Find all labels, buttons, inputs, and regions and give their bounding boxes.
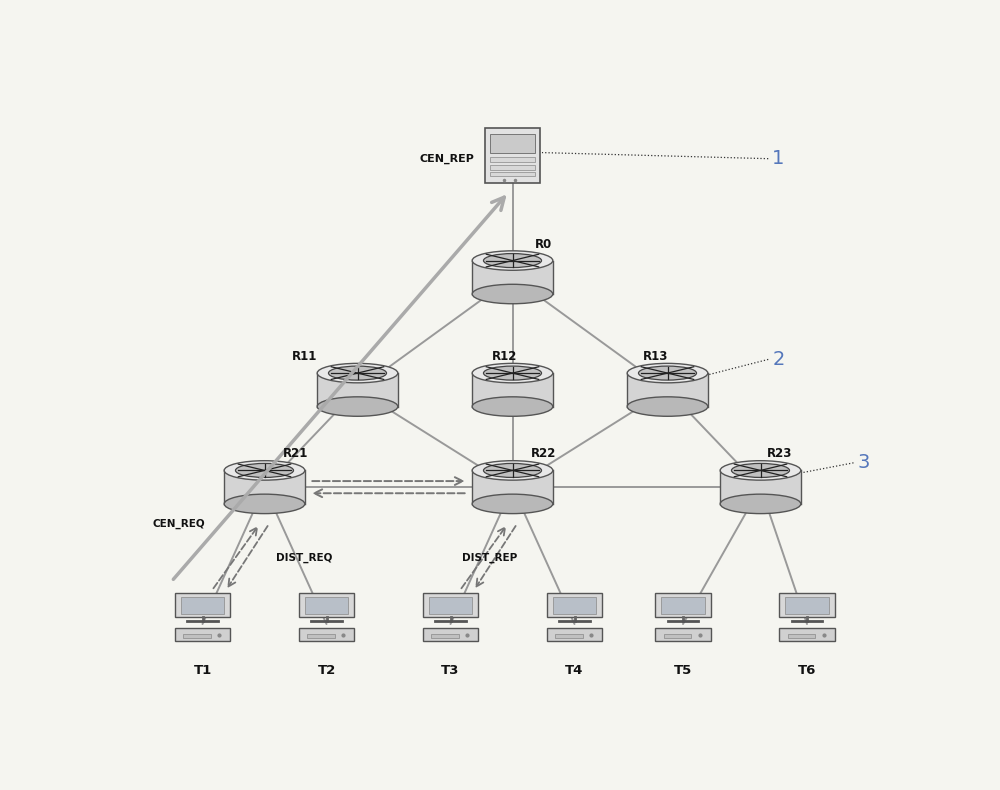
Bar bbox=[490, 157, 535, 162]
Text: DIST_REQ: DIST_REQ bbox=[276, 553, 332, 563]
Bar bbox=[307, 634, 335, 638]
Ellipse shape bbox=[224, 495, 305, 514]
Bar bbox=[485, 128, 540, 183]
Bar bbox=[779, 628, 835, 641]
Ellipse shape bbox=[483, 366, 542, 380]
Polygon shape bbox=[472, 373, 553, 407]
Bar bbox=[175, 628, 230, 641]
Bar bbox=[423, 628, 478, 641]
Bar bbox=[299, 628, 354, 641]
Text: 1: 1 bbox=[772, 149, 784, 168]
Ellipse shape bbox=[472, 251, 553, 270]
Text: T3: T3 bbox=[441, 664, 460, 676]
Text: T5: T5 bbox=[674, 664, 692, 676]
Ellipse shape bbox=[483, 464, 542, 477]
Text: T1: T1 bbox=[193, 664, 212, 676]
Text: R23: R23 bbox=[767, 447, 793, 461]
Ellipse shape bbox=[317, 397, 398, 416]
Polygon shape bbox=[627, 373, 708, 407]
Ellipse shape bbox=[720, 495, 801, 514]
Ellipse shape bbox=[638, 366, 697, 380]
Bar bbox=[779, 593, 835, 618]
Polygon shape bbox=[472, 261, 553, 294]
Polygon shape bbox=[317, 373, 398, 407]
Bar bbox=[547, 593, 602, 618]
Ellipse shape bbox=[328, 366, 387, 380]
Bar bbox=[664, 634, 691, 638]
Text: R13: R13 bbox=[643, 350, 669, 363]
Text: T2: T2 bbox=[317, 664, 336, 676]
Ellipse shape bbox=[224, 461, 305, 480]
Bar bbox=[490, 171, 535, 176]
Ellipse shape bbox=[627, 397, 708, 416]
Polygon shape bbox=[224, 470, 305, 504]
Text: R11: R11 bbox=[292, 350, 317, 363]
Text: T6: T6 bbox=[798, 664, 816, 676]
Bar bbox=[423, 593, 478, 618]
Ellipse shape bbox=[731, 464, 790, 477]
Text: R0: R0 bbox=[535, 238, 552, 250]
Ellipse shape bbox=[235, 464, 294, 477]
Text: 2: 2 bbox=[772, 350, 784, 369]
Polygon shape bbox=[720, 470, 801, 504]
Bar bbox=[661, 597, 705, 614]
Text: R22: R22 bbox=[531, 447, 556, 461]
Bar bbox=[183, 634, 211, 638]
Bar bbox=[655, 628, 711, 641]
Bar bbox=[547, 628, 602, 641]
Bar bbox=[788, 634, 815, 638]
Bar bbox=[553, 597, 596, 614]
Polygon shape bbox=[472, 470, 553, 504]
Bar bbox=[490, 165, 535, 170]
Ellipse shape bbox=[472, 397, 553, 416]
Text: DIST_REP: DIST_REP bbox=[462, 553, 517, 563]
Ellipse shape bbox=[472, 461, 553, 480]
Text: R21: R21 bbox=[283, 447, 308, 461]
Bar bbox=[299, 593, 354, 618]
Ellipse shape bbox=[472, 495, 553, 514]
Text: 3: 3 bbox=[857, 453, 870, 472]
Text: CEN_REQ: CEN_REQ bbox=[152, 518, 205, 529]
Bar bbox=[175, 593, 230, 618]
Text: T4: T4 bbox=[565, 664, 584, 676]
Ellipse shape bbox=[483, 254, 542, 268]
Ellipse shape bbox=[627, 363, 708, 383]
Bar bbox=[305, 597, 348, 614]
Bar bbox=[431, 634, 459, 638]
Text: CEN_REP: CEN_REP bbox=[419, 153, 474, 164]
Bar bbox=[555, 634, 583, 638]
Ellipse shape bbox=[720, 461, 801, 480]
Bar bbox=[655, 593, 711, 618]
Text: R12: R12 bbox=[492, 350, 517, 363]
Ellipse shape bbox=[472, 363, 553, 383]
Bar bbox=[181, 597, 224, 614]
Bar bbox=[490, 134, 535, 153]
Bar bbox=[429, 597, 472, 614]
Ellipse shape bbox=[317, 363, 398, 383]
Bar bbox=[785, 597, 829, 614]
Ellipse shape bbox=[472, 284, 553, 303]
